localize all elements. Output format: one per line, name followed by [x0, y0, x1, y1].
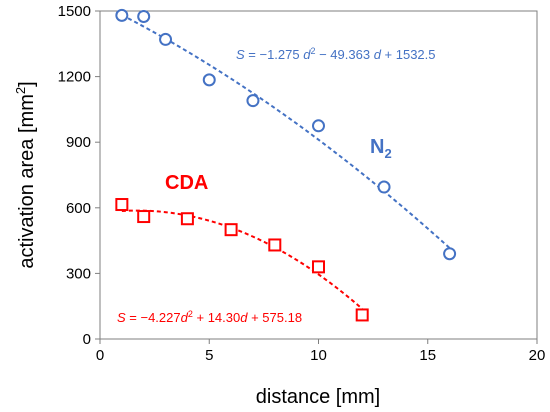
n2-series-markers — [115, 8, 457, 261]
n2-series-label: N2 — [370, 136, 392, 161]
n2-fit-curve — [121, 14, 451, 249]
y-tick-label: 1500 — [58, 3, 91, 20]
cda-data-point — [115, 198, 129, 212]
y-tick-label: 900 — [66, 134, 91, 151]
cda-data-point — [224, 223, 238, 237]
x-tick-label: 0 — [96, 347, 104, 364]
cda-data-point — [312, 260, 325, 274]
cda-series-markers — [115, 198, 369, 322]
y-tick-label: 600 — [66, 200, 91, 217]
n2-data-point — [246, 94, 260, 108]
x-tick-label: 20 — [529, 347, 546, 364]
cda-data-point — [180, 212, 194, 226]
y-tick-label: 0 — [83, 331, 91, 348]
x-tick-label: 5 — [205, 347, 213, 364]
x-axis-title: distance [mm] — [256, 386, 380, 408]
n2-data-point — [312, 119, 325, 133]
n2-data-point — [137, 9, 151, 23]
x-tick-label: 15 — [419, 347, 436, 364]
n2-data-point — [159, 32, 173, 46]
cda-fit-equation: S = −4.227d2 + 14.30d + 575.18 — [117, 309, 302, 325]
n2-data-point — [202, 73, 216, 87]
y-tick-label: 300 — [66, 265, 91, 282]
n2-fit-equation: S = −1.275 d2 − 49.363 d + 1532.5 — [236, 46, 436, 62]
n2-data-point — [377, 180, 391, 194]
cda-fit-curve — [121, 209, 363, 310]
cda-data-point — [355, 308, 369, 322]
cda-series-label: CDA — [165, 172, 208, 194]
cda-data-point — [268, 238, 282, 252]
n2-data-point — [443, 247, 457, 261]
x-axis-ticks: 0 5 10 15 20 — [96, 339, 546, 364]
y-axis-ticks: 0 300 600 900 1200 1500 — [58, 3, 100, 348]
n2-data-point — [115, 8, 129, 22]
y-axis-title: activation area [mm2] — [13, 81, 38, 268]
y-tick-label: 1200 — [58, 69, 91, 86]
x-tick-label: 10 — [310, 347, 327, 364]
cda-data-point — [137, 210, 151, 224]
